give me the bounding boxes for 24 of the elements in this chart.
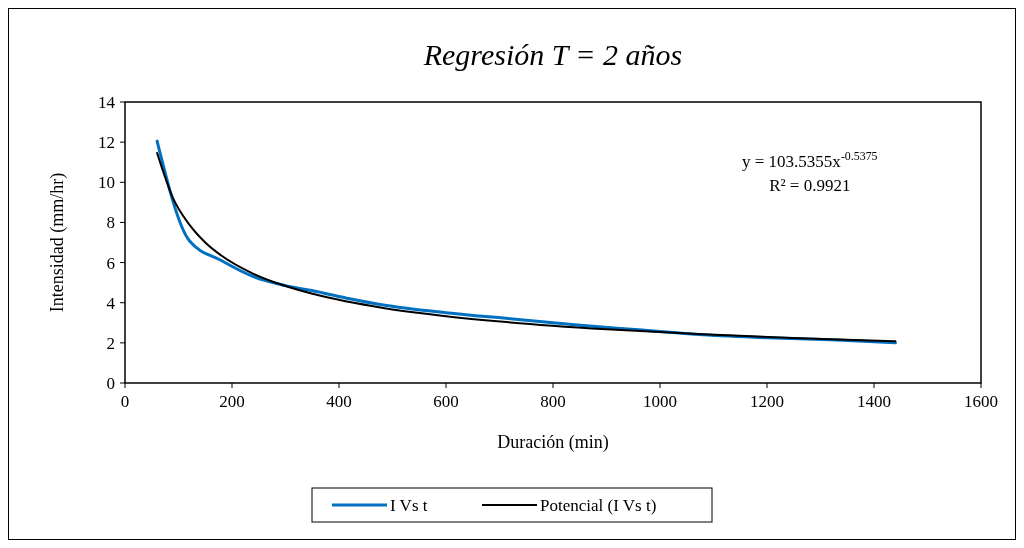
x-tick-label: 1000 xyxy=(643,392,677,411)
y-tick-label: 14 xyxy=(98,93,116,112)
y-tick-label: 6 xyxy=(106,253,115,273)
x-axis-title: Duración (min) xyxy=(497,432,609,453)
legend-label: Potencial (I Vs t) xyxy=(540,496,657,515)
x-tick-label: 1200 xyxy=(750,392,784,411)
x-tick-label: 1400 xyxy=(857,392,891,411)
x-tick-label: 400 xyxy=(326,392,352,411)
legend-label: I Vs t xyxy=(390,496,428,515)
x-tick-label: 600 xyxy=(433,392,459,411)
y-tick-label: 0 xyxy=(106,374,115,393)
y-tick-label: 4 xyxy=(106,293,116,313)
x-tick-label: 0 xyxy=(120,392,130,411)
annotation: R² = 0.9921 xyxy=(769,176,851,195)
annotation: y = 103.5355x$^{-0.5375}$ xyxy=(742,149,878,171)
y-axis-title: Intensidad (mm/hr) xyxy=(47,172,68,313)
x-tick-label: 200 xyxy=(219,392,245,411)
y-tick-label: 12 xyxy=(98,133,115,153)
x-tick-label: 800 xyxy=(540,392,566,411)
y-tick-label: 8 xyxy=(106,213,115,233)
chart-title: Regresión T = 2 años xyxy=(422,38,683,71)
y-tick-label: 2 xyxy=(106,333,115,353)
x-tick-label: 1600 xyxy=(964,392,998,411)
y-tick-label: 10 xyxy=(98,173,115,193)
